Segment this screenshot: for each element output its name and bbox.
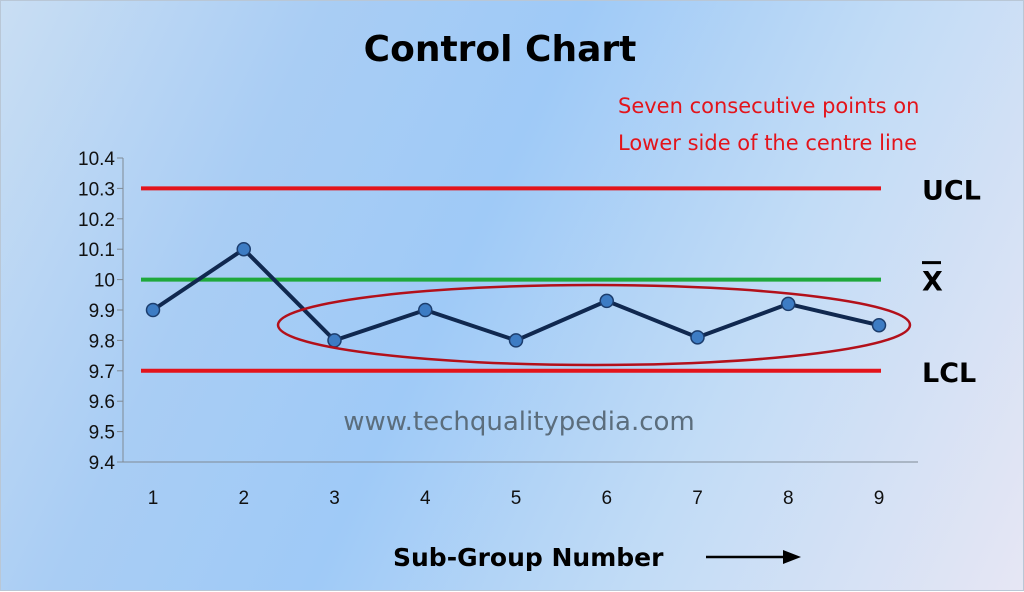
data-point-5 <box>508 333 524 348</box>
x-axis-label: Sub-Group Number <box>393 543 664 572</box>
y-tick-label: 9.7 <box>89 362 115 383</box>
data-point-6 <box>599 293 614 309</box>
annotation-line-2: Lower side of the centre line <box>618 131 917 155</box>
annotation-line-1: Seven consecutive points on <box>618 94 919 118</box>
y-tick-label: 10.4 <box>78 149 115 170</box>
y-tick-label: 10.1 <box>78 240 115 261</box>
x-axis: 1 2 3 4 5 6 7 8 9 <box>123 461 918 509</box>
data-point-8 <box>781 296 796 312</box>
y-tick-label: 9.6 <box>89 392 115 413</box>
y-tick-label: 10.2 <box>78 210 115 231</box>
data-point-7 <box>690 330 705 345</box>
x-tick-label: 7 <box>692 488 703 509</box>
x-tick-label: 1 <box>148 488 159 509</box>
x-tick-label: 6 <box>601 488 612 509</box>
x-tick-label: 4 <box>420 488 431 509</box>
series-polyline <box>151 247 880 343</box>
data-point-9 <box>871 317 887 333</box>
y-tick-label: 9.4 <box>89 453 116 474</box>
series-line <box>145 241 887 348</box>
data-point-4 <box>418 302 433 318</box>
x-tick-label: 5 <box>511 488 522 509</box>
data-point-1 <box>145 302 161 318</box>
chart-title: Control Chart <box>364 29 637 70</box>
watermark: www.techqualitypedia.com <box>343 407 695 437</box>
y-tick-label: 9.9 <box>89 301 115 322</box>
y-tick-label: 10 <box>94 271 115 292</box>
x-tick-label: 3 <box>329 488 340 509</box>
data-point-3 <box>327 333 342 348</box>
x-tick-label: 2 <box>238 488 249 509</box>
reference-lines <box>141 186 881 373</box>
arrow-right-icon <box>706 550 801 564</box>
limit-labels: UCL X LCL <box>922 175 981 389</box>
y-tick-label: 9.5 <box>89 423 115 444</box>
data-point-2 <box>236 241 251 257</box>
limit-label-ucl: UCL <box>922 175 981 206</box>
y-axis: 10.4 10.3 10.2 10.1 10 9.9 9.8 9.7 9.6 9.5 9.4 <box>78 149 124 474</box>
y-tick-label: 9.8 <box>89 331 115 352</box>
x-tick-label: 9 <box>874 488 885 509</box>
limit-label-lcl: LCL <box>922 358 976 389</box>
limit-label-x: X <box>922 267 943 298</box>
highlight-ellipse <box>276 283 912 367</box>
x-tick-label: 8 <box>783 488 794 509</box>
y-tick-label: 10.3 <box>78 179 115 200</box>
